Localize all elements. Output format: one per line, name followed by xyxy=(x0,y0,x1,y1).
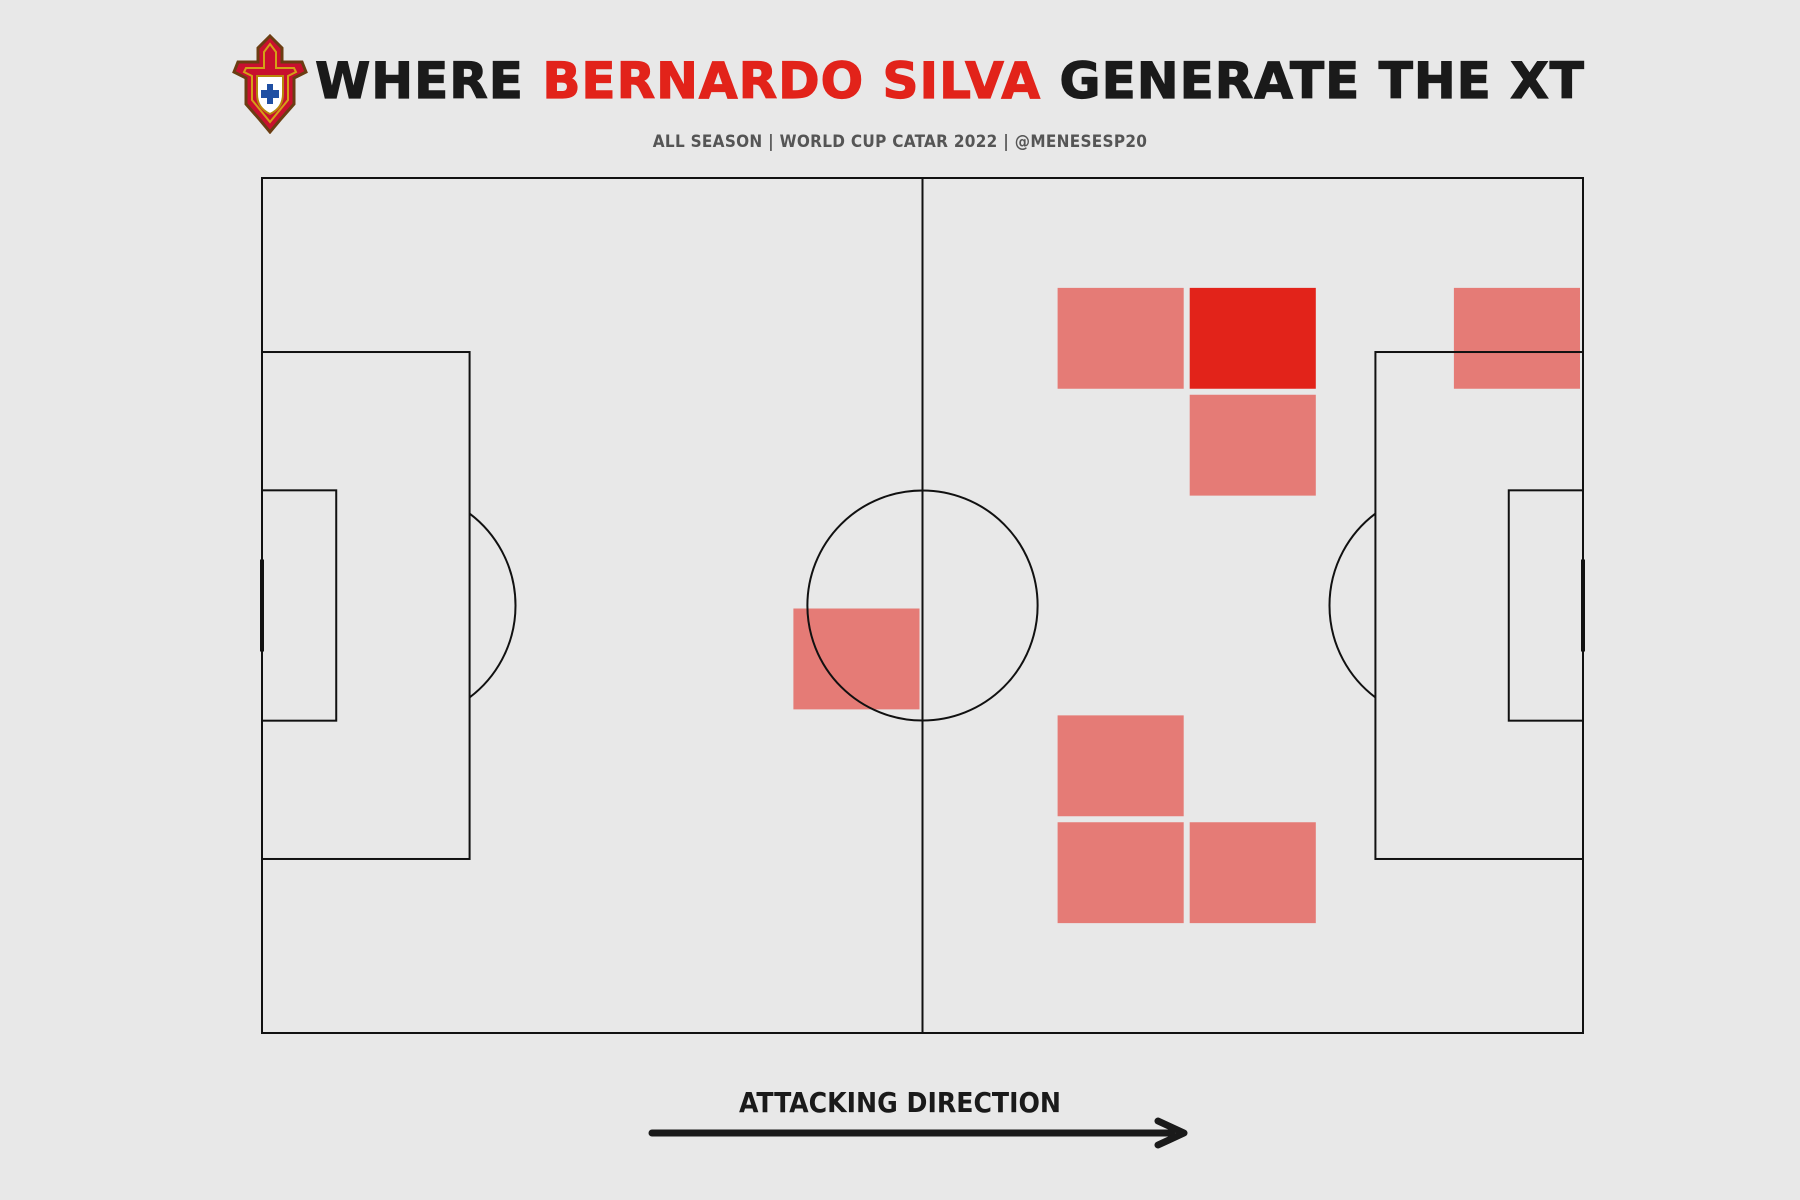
attacking-direction-label: ATTACKING DIRECTION xyxy=(650,1086,1150,1119)
right-six-yard-box xyxy=(1509,490,1583,720)
heatmap-cell xyxy=(1190,395,1316,496)
heatmap-cell xyxy=(1190,822,1316,923)
heatmap-cell xyxy=(1190,288,1316,389)
heatmap-cell xyxy=(1058,822,1184,923)
attacking-direction-arrow xyxy=(652,1121,1184,1145)
right-penalty-arc xyxy=(1329,514,1375,698)
heatmap-cell xyxy=(793,609,919,710)
pitch-lines xyxy=(262,178,1583,1033)
left-six-yard-box xyxy=(262,490,336,720)
left-penalty-area xyxy=(262,352,470,859)
heatmap-cells xyxy=(793,288,1580,923)
heatmap-cell xyxy=(1058,288,1184,389)
left-penalty-arc xyxy=(470,514,516,698)
heatmap-cell xyxy=(1058,715,1184,816)
right-penalty-area xyxy=(1375,352,1583,859)
heatmap-cell xyxy=(1454,288,1580,389)
